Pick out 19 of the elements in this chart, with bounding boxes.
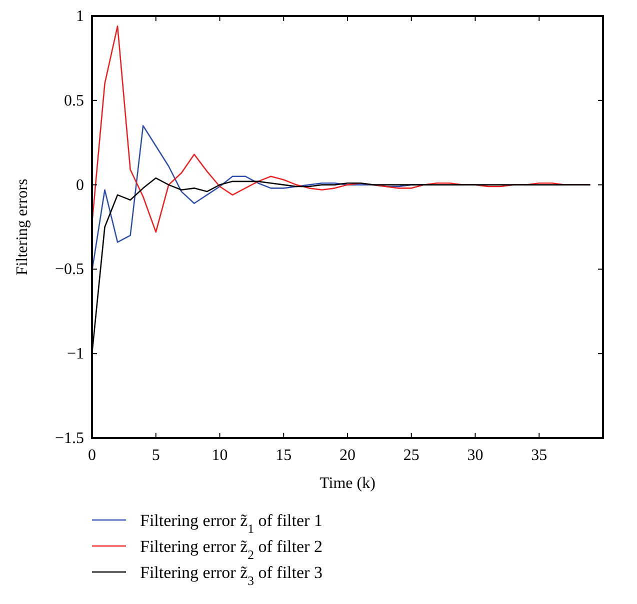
x-tick-label: 25	[403, 447, 420, 464]
x-tick-label: 15	[276, 447, 292, 464]
y-tick-label: 0	[76, 176, 84, 194]
x-tick-label: 20	[340, 447, 356, 464]
x-tick-label: 30	[467, 447, 484, 464]
x-tick-label: 35	[531, 447, 548, 464]
y-tick-label: −1.5	[54, 430, 84, 447]
x-tick-label: 5	[152, 447, 160, 464]
x-tick-label: 10	[212, 447, 228, 464]
y-tick-label: −1	[66, 346, 84, 363]
x-tick-label: 0	[88, 447, 96, 464]
y-tick-label: −0.5	[54, 261, 84, 278]
x-axis-title: Time (k)	[320, 475, 376, 492]
y-axis-title: Filtering errors	[14, 178, 31, 276]
y-tick-label: 0.5	[64, 92, 84, 110]
legend-label: Filtering error z̃$_{3}$ of filter 3	[140, 563, 322, 588]
y-tick-label: 1	[76, 8, 84, 25]
legend-label: Filtering error z̃$_{1}$ of filter 1	[140, 511, 322, 536]
legend-label: Filtering error z̃$_{2}$ of filter 2	[140, 537, 322, 562]
